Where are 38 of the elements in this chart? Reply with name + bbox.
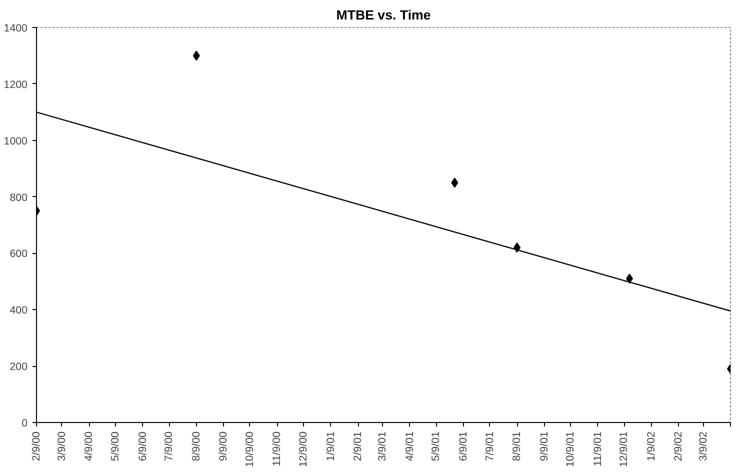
x-tick-label: 4/9/01 <box>404 431 416 462</box>
x-tick-label: 6/9/01 <box>457 431 470 462</box>
x-tick-label: 2/9/02 <box>672 431 685 462</box>
x-tick-label: 7/9/01 <box>484 431 496 462</box>
y-tick-label: 800 <box>10 192 28 204</box>
y-tick-label: 1000 <box>4 135 28 148</box>
x-tick-label: 2/9/00 <box>30 431 42 462</box>
x-tick-label: 7/9/00 <box>163 431 176 462</box>
y-tick-label: 600 <box>10 248 28 260</box>
point <box>451 178 458 188</box>
x-tick-label: 5/9/01 <box>430 431 442 462</box>
point <box>626 274 633 284</box>
y-tick-label: 400 <box>10 304 28 317</box>
x-tick-label: 10/9/01 <box>564 431 577 468</box>
x-tick-label: 12/9/01 <box>618 431 630 468</box>
x-tick-label: 1/9/01 <box>324 431 337 462</box>
x-tick-label: 12/9/00 <box>298 431 310 468</box>
x-tick-label: 4/9/00 <box>83 431 96 462</box>
x-tick-label: 11/9/00 <box>271 431 284 466</box>
x-tick-label: 8/9/01 <box>511 431 524 462</box>
x-tick-label: 9/9/00 <box>218 431 230 462</box>
x-tick-label: 5/9/00 <box>110 431 122 462</box>
x-tick-label: 8/9/00 <box>190 431 202 462</box>
chart-title: MTBE vs. Time <box>336 8 431 22</box>
point <box>192 50 200 61</box>
x-tick-label: 3/9/02 <box>697 431 710 462</box>
x-tick-label: 2/9/01 <box>352 431 364 462</box>
x-tick-label: 10/9/00 <box>244 431 256 468</box>
x-tick-label: 6/9/00 <box>136 431 149 462</box>
x-tick-label: 1/9/02 <box>645 431 658 462</box>
x-tick-label: 11/9/01 <box>592 431 604 466</box>
y-tick-label: 1400 <box>4 22 28 34</box>
x-tick-label: 3/9/00 <box>56 431 68 462</box>
y-tick-label: 200 <box>10 361 28 374</box>
y-tick-label: 0 <box>22 418 28 430</box>
x-tick-label: 3/9/01 <box>376 431 389 462</box>
y-tick-label: 1200 <box>4 78 28 91</box>
x-tick-label: 9/9/01 <box>538 431 550 462</box>
